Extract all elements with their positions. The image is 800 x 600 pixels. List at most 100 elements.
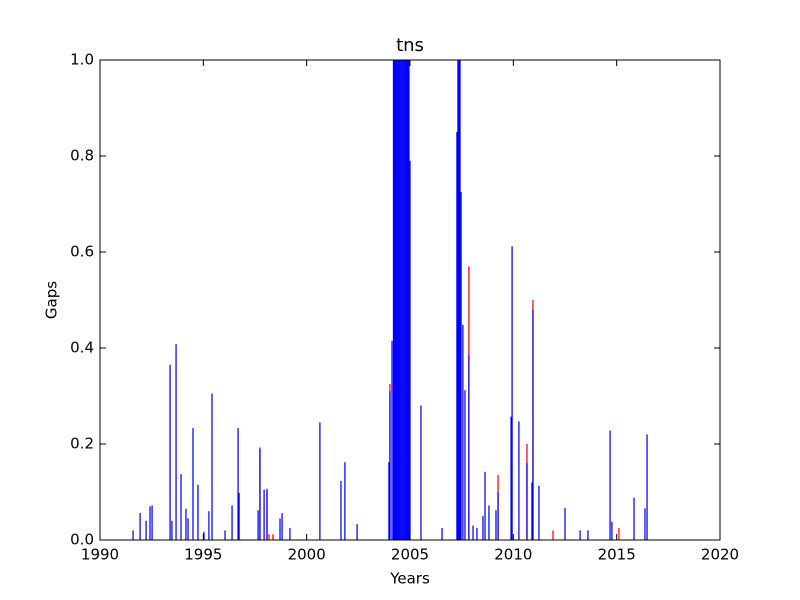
y-tick-label: 0.0 — [70, 531, 94, 549]
bar — [609, 430, 611, 540]
bar — [211, 393, 213, 540]
bar — [389, 391, 391, 540]
bar — [497, 492, 499, 540]
bar — [518, 421, 520, 540]
bar — [192, 428, 194, 540]
bar — [564, 507, 566, 540]
x-tick-label: 2005 — [391, 546, 429, 564]
bar — [391, 340, 393, 540]
bar — [420, 405, 422, 540]
bar — [611, 521, 613, 540]
bar — [409, 160, 411, 541]
bar — [272, 534, 274, 540]
bar — [259, 448, 261, 540]
bar — [289, 528, 291, 540]
bar — [407, 60, 409, 540]
bar — [171, 520, 173, 540]
bar — [145, 520, 147, 540]
bar — [511, 246, 513, 541]
y-tick-label: 0.2 — [70, 435, 94, 453]
bar — [587, 530, 589, 540]
bar — [510, 416, 512, 540]
x-tick-label: 1990 — [81, 546, 119, 564]
bar — [398, 60, 400, 540]
bar — [458, 60, 460, 540]
bar — [579, 530, 581, 540]
bar — [169, 364, 171, 540]
bar — [618, 528, 620, 540]
x-axis-label: Years — [389, 570, 430, 588]
bar — [408, 60, 410, 540]
bar — [646, 434, 648, 540]
bar — [468, 355, 470, 540]
bar — [268, 534, 270, 540]
bar — [237, 428, 239, 540]
bar — [484, 471, 486, 540]
bar — [526, 463, 528, 540]
bar — [405, 60, 407, 540]
chart-title: tns — [396, 35, 424, 56]
bar — [402, 60, 404, 540]
y-tick-label: 1.0 — [70, 51, 94, 69]
bar — [459, 60, 461, 540]
bar — [476, 528, 478, 540]
bar — [464, 390, 466, 540]
bar — [456, 132, 458, 540]
y-axis-label: Gaps — [43, 281, 61, 319]
bar — [644, 508, 646, 540]
bar — [340, 480, 342, 540]
bar — [633, 497, 635, 540]
bar — [403, 60, 405, 540]
bar — [139, 513, 141, 540]
y-tick-label: 0.8 — [70, 147, 94, 165]
bar — [531, 482, 533, 540]
bar — [488, 505, 490, 540]
bar — [400, 60, 402, 540]
bar — [203, 531, 205, 540]
bar — [281, 513, 283, 540]
bar — [279, 518, 281, 540]
bar — [151, 505, 153, 540]
bar — [404, 60, 406, 540]
bar — [401, 60, 403, 540]
bar — [356, 524, 358, 540]
bar — [344, 462, 346, 540]
bar — [224, 530, 226, 540]
bar — [441, 528, 443, 540]
bar — [462, 324, 464, 540]
bar — [208, 511, 210, 540]
bar — [394, 60, 397, 540]
bar — [392, 60, 395, 540]
bar — [406, 60, 408, 540]
x-tick-label: 2010 — [494, 546, 532, 564]
bar — [175, 344, 177, 540]
x-tick-label: 2020 — [701, 546, 739, 564]
bar — [197, 484, 199, 540]
bar — [460, 192, 462, 540]
bar — [149, 506, 151, 540]
bar — [399, 60, 401, 540]
bar — [388, 462, 390, 540]
bar — [396, 60, 399, 540]
bar — [132, 530, 134, 540]
bar — [538, 485, 540, 540]
bar — [257, 510, 259, 540]
bar — [185, 508, 187, 540]
bar — [319, 422, 321, 540]
x-tick-label: 2000 — [288, 546, 326, 564]
x-tick-label: 2015 — [598, 546, 636, 564]
x-tick-label: 1995 — [184, 546, 222, 564]
bar — [393, 60, 396, 540]
bar — [552, 530, 554, 540]
bar — [266, 489, 268, 540]
bar — [238, 492, 240, 540]
bar — [472, 525, 474, 540]
bar — [263, 489, 265, 540]
bar — [187, 518, 189, 540]
bar — [495, 510, 497, 540]
bar — [231, 505, 233, 540]
y-tick-label: 0.4 — [70, 339, 94, 357]
bar — [482, 516, 484, 540]
bar — [395, 60, 398, 540]
